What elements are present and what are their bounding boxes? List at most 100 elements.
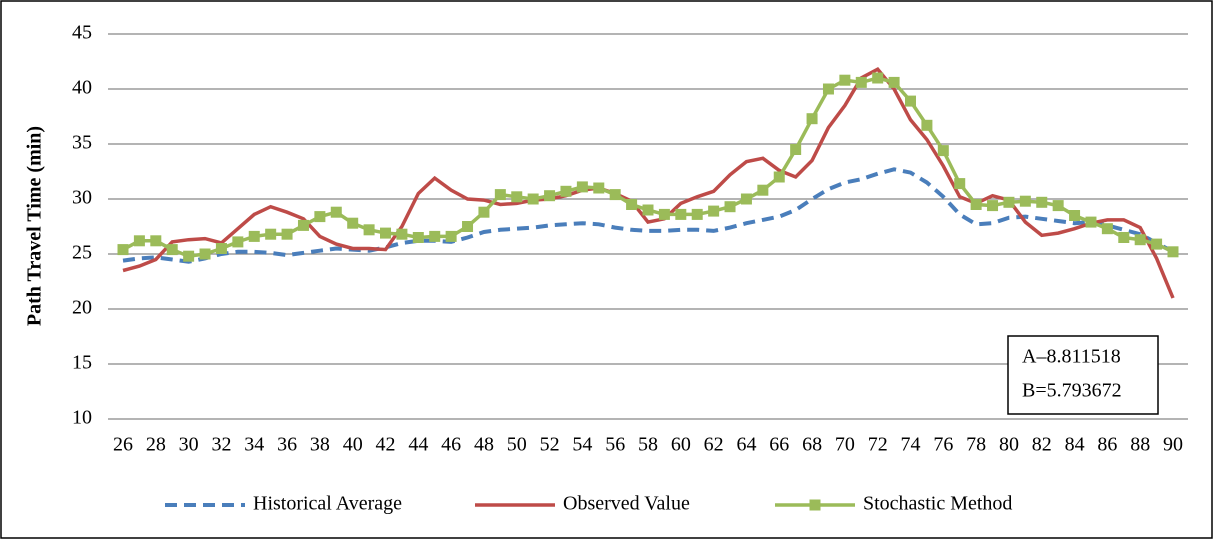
- x-tick-label: 46: [441, 434, 461, 456]
- marker: [133, 235, 145, 247]
- y-tick-label: 40: [72, 77, 92, 99]
- marker: [281, 228, 293, 240]
- marker: [1167, 246, 1179, 258]
- marker: [872, 72, 884, 84]
- marker: [1019, 195, 1031, 207]
- legend-marker: [809, 499, 821, 511]
- x-tick-label: 68: [802, 434, 822, 456]
- marker: [1085, 216, 1097, 228]
- y-axis-title: Path Travel Time (min): [24, 126, 46, 326]
- marker: [576, 181, 588, 193]
- marker: [544, 190, 556, 202]
- marker: [724, 201, 736, 213]
- x-tick-label: 40: [343, 434, 363, 456]
- y-tick-label: 45: [72, 22, 92, 44]
- marker: [1134, 234, 1146, 246]
- marker: [987, 200, 999, 212]
- marker: [806, 113, 818, 125]
- marker: [773, 171, 785, 183]
- marker: [462, 221, 474, 232]
- marker: [412, 232, 424, 243]
- marker: [626, 199, 638, 210]
- marker: [445, 230, 457, 242]
- marker: [757, 184, 769, 196]
- marker: [1101, 223, 1113, 235]
- annotation: A–8.811518: [1022, 346, 1121, 368]
- marker: [248, 230, 260, 242]
- x-tick-label: 80: [999, 434, 1019, 456]
- x-tick-label: 88: [1130, 434, 1150, 456]
- marker: [150, 235, 162, 247]
- x-tick-label: 78: [966, 434, 986, 456]
- x-tick-label: 34: [244, 434, 264, 456]
- marker: [1052, 200, 1064, 212]
- x-tick-label: 32: [211, 434, 231, 456]
- marker: [166, 244, 178, 256]
- y-tick-label: 10: [72, 407, 92, 429]
- x-tick-label: 72: [868, 434, 888, 456]
- x-tick-label: 74: [901, 434, 921, 456]
- x-tick-label: 84: [1065, 434, 1085, 456]
- x-tick-label: 44: [408, 434, 428, 456]
- marker: [642, 204, 654, 216]
- marker: [478, 206, 490, 218]
- x-tick-label: 66: [769, 434, 789, 456]
- marker: [675, 208, 687, 220]
- y-tick-label: 20: [72, 297, 92, 319]
- x-tick-label: 26: [113, 434, 133, 456]
- marker: [905, 95, 916, 107]
- x-tick-label: 82: [1032, 434, 1052, 456]
- annotation-box: [1007, 335, 1159, 415]
- marker: [839, 74, 851, 86]
- marker: [511, 191, 523, 203]
- marker: [232, 236, 244, 248]
- y-tick-label: 25: [72, 242, 92, 264]
- marker: [790, 144, 802, 155]
- series-line: [122, 167, 1174, 264]
- marker: [937, 145, 949, 157]
- marker: [822, 83, 834, 95]
- marker: [609, 189, 621, 201]
- marker: [921, 119, 933, 131]
- x-tick-label: 30: [179, 434, 199, 456]
- marker: [708, 205, 720, 217]
- x-tick-label: 54: [572, 434, 592, 456]
- x-tick-label: 52: [540, 434, 560, 456]
- marker: [215, 243, 227, 254]
- marker: [380, 227, 391, 239]
- marker: [560, 185, 572, 197]
- x-tick-label: 76: [933, 434, 953, 456]
- marker: [691, 208, 703, 220]
- marker: [183, 250, 195, 262]
- marker: [1118, 232, 1130, 243]
- marker: [1036, 196, 1048, 208]
- marker: [970, 199, 982, 210]
- x-tick-label: 62: [704, 434, 724, 456]
- x-tick-label: 58: [638, 434, 658, 456]
- x-tick-label: 48: [474, 434, 494, 456]
- marker: [888, 76, 900, 88]
- legend-label: Historical Average: [253, 493, 402, 515]
- series-line: [122, 66, 1175, 299]
- marker: [314, 211, 326, 223]
- x-tick-label: 42: [376, 434, 396, 456]
- x-tick-label: 56: [605, 434, 625, 456]
- x-tick-label: 60: [671, 434, 691, 456]
- marker: [527, 193, 539, 205]
- x-tick-label: 50: [507, 434, 527, 456]
- marker: [593, 182, 605, 194]
- marker: [1003, 196, 1015, 208]
- marker: [297, 219, 309, 231]
- x-tick-label: 90: [1163, 434, 1183, 456]
- marker: [658, 208, 670, 220]
- y-tick-label: 35: [72, 132, 92, 154]
- y-tick-label: 15: [72, 352, 92, 374]
- marker: [855, 76, 867, 88]
- x-tick-label: 36: [277, 434, 297, 456]
- marker: [265, 228, 277, 240]
- marker: [347, 217, 359, 229]
- y-tick-label: 30: [72, 187, 92, 209]
